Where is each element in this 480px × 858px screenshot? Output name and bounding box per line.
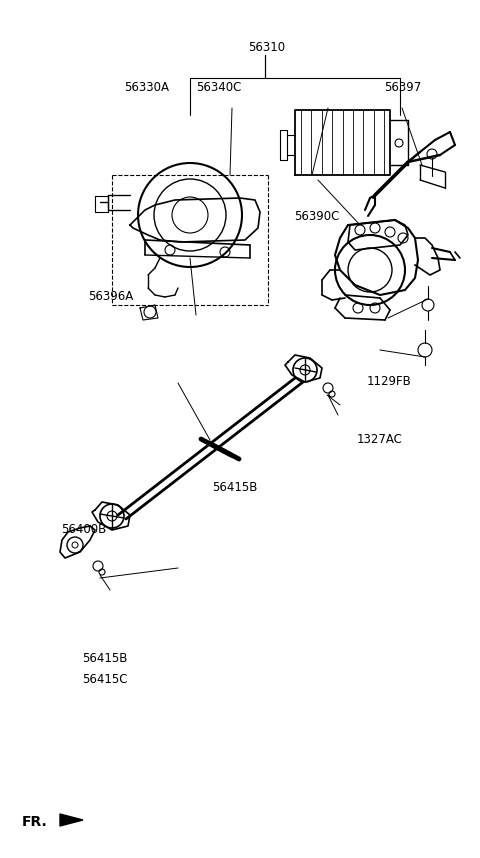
Text: 56397: 56397 — [384, 81, 422, 94]
Text: 56415B: 56415B — [82, 652, 127, 666]
Text: 56340C: 56340C — [196, 81, 241, 94]
Polygon shape — [60, 814, 83, 826]
Text: 56330A: 56330A — [124, 81, 169, 94]
Text: FR.: FR. — [22, 815, 48, 829]
Text: 56415B: 56415B — [213, 480, 258, 494]
Text: 56396A: 56396A — [88, 289, 133, 303]
Text: 1327AC: 1327AC — [356, 432, 402, 446]
Text: 56310: 56310 — [248, 40, 285, 54]
Text: 56400B: 56400B — [61, 523, 107, 536]
Text: 56390C: 56390C — [294, 209, 339, 223]
Text: 1129FB: 1129FB — [366, 375, 411, 389]
Text: 56415C: 56415C — [82, 673, 127, 686]
